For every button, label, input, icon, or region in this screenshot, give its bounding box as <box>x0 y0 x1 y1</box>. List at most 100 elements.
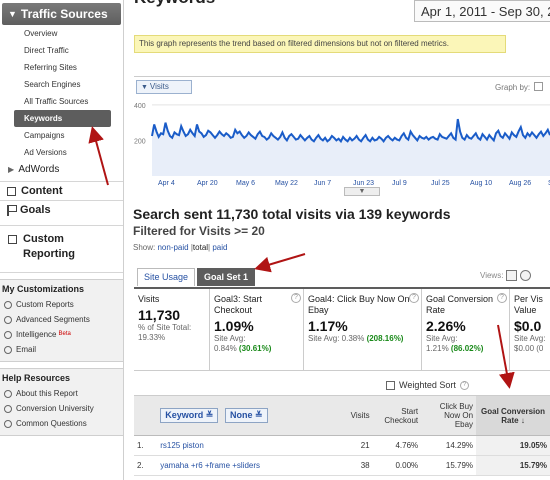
metric-name: Per Vis Value <box>514 294 543 315</box>
date-range-picker[interactable]: Apr 1, 2011 - Sep 30, 2 <box>414 0 550 22</box>
visits-trend-chart: 400 200 Apr 4 Apr 20 May 6 May 22 Jun 7 Jun 23 J… <box>134 103 550 187</box>
help-question-icon[interactable]: ? <box>291 293 301 303</box>
sort-down-icon: ↓ <box>520 415 525 425</box>
metric-sub: % of Site Total: <box>138 323 192 332</box>
metric-per-visit-value[interactable]: Per Vis Value $0.0 Site Avg: $0.00 (0 <box>510 289 550 370</box>
x-tick-label: Sep <box>548 180 550 187</box>
link-conversion-university[interactable]: Conversion University <box>2 401 121 416</box>
show-label: Show: <box>133 243 156 252</box>
show-filter-row: Show: non-paid |total| paid <box>133 243 227 252</box>
link-advanced-segments[interactable]: Advanced Segments <box>2 312 121 327</box>
metric-selector[interactable]: ▼ Visits <box>136 80 192 94</box>
pie-view-icon[interactable] <box>520 270 532 281</box>
intelligence-label: Intelligence <box>16 330 57 339</box>
collapse-triangle-icon: ▼ <box>8 9 17 19</box>
conversion-university-label: Conversion University <box>16 404 94 413</box>
y-tick-label: 200 <box>134 138 146 145</box>
traffic-sources-header[interactable]: ▼ Traffic Sources <box>2 3 121 25</box>
help-question-icon[interactable]: ? <box>409 293 419 303</box>
weighted-sort-label: Weighted Sort <box>399 380 456 390</box>
metric-sub2: 0.84% (30.61%) <box>214 344 300 354</box>
metric-goal4[interactable]: ? Goal4: Click Buy Now On Ebay 1.17% Sit… <box>304 289 422 370</box>
keyword-link[interactable]: yamaha +r6 +frame +sliders <box>160 461 261 470</box>
sidebar-item-keywords[interactable]: Keywords <box>14 110 111 127</box>
content-page-icon <box>7 186 16 196</box>
weighted-sort-checkbox[interactable] <box>386 380 395 390</box>
report-tabs: Site Usage Goal Set 1 <box>137 268 257 286</box>
graph-by-day-icon[interactable] <box>534 82 544 91</box>
my-customizations-title: My Customizations <box>2 284 85 294</box>
site-avg-value: 1.21% <box>426 344 451 353</box>
metric-name: Goal3: Start Checkout <box>214 294 263 315</box>
dimension-selector-none[interactable]: None ≚ <box>224 408 268 423</box>
table-view-icon[interactable] <box>506 270 518 281</box>
visits-cell: 21 <box>328 435 373 456</box>
help-icon <box>4 389 12 398</box>
metric-sub2: $0.00 (0 <box>514 344 544 353</box>
metric-name: Goal4: Click Buy Now On Ebay <box>308 294 410 315</box>
keyword-cell: rs125 piston <box>157 435 329 456</box>
sidebar-item-overview[interactable]: Overview <box>24 29 58 38</box>
metric-sub: Site Avg: <box>514 334 546 343</box>
sidebar-item-campaigns[interactable]: Campaigns <box>24 131 65 140</box>
keyword-link[interactable]: rs125 piston <box>160 441 204 450</box>
adwords-label: AdWords <box>18 164 60 175</box>
metric-value: $0.0 <box>514 318 542 334</box>
metric-sub: Site Avg: <box>214 334 246 343</box>
x-tick-label: Jul 9 <box>392 180 407 187</box>
link-about-report[interactable]: About this Report <box>2 386 121 401</box>
tab-goal-set-1[interactable]: Goal Set 1 <box>197 268 256 286</box>
x-tick-label: Jun 23 <box>353 180 374 187</box>
visits-line <box>151 118 550 144</box>
chevron-down-icon: ▼ <box>141 84 150 91</box>
table-header-row: Keyword ≚ None ≚ Visits Start Checkout C… <box>134 395 550 436</box>
metric-goal-conversion-rate[interactable]: ? Goal Conversion Rate 2.26% Site Avg: 1… <box>422 289 510 370</box>
sidebar: ▼ Traffic Sources Overview Direct Traffi… <box>0 0 124 480</box>
sidebar-item-referring-sites[interactable]: Referring Sites <box>24 63 77 72</box>
col-header-start-checkout[interactable]: Start Checkout <box>372 395 422 436</box>
site-avg-value: Site Avg: 0.38% <box>308 334 367 343</box>
sidebar-section-content[interactable]: Content <box>0 181 123 200</box>
col-header-click-buy-now[interactable]: Click Buy Now On Ebay <box>421 395 477 436</box>
link-custom-reports[interactable]: Custom Reports <box>2 297 121 312</box>
sidebar-section-custom-reporting[interactable]: Custom Reporting <box>0 225 123 273</box>
metric-sub: Site Avg: <box>426 334 458 343</box>
link-email[interactable]: Email <box>2 342 121 357</box>
show-separator-2: | <box>208 243 211 252</box>
metric-goal3[interactable]: ? Goal3: Start Checkout 1.09% Site Avg: … <box>210 289 304 370</box>
show-paid-link[interactable]: paid <box>212 243 228 252</box>
dimension-selector-keyword[interactable]: Keyword ≚ <box>160 408 219 423</box>
sidebar-item-adwords[interactable]: ▶ AdWords <box>0 161 123 179</box>
keyword-cell: yamaha +r6 +frame +sliders <box>157 455 329 476</box>
expand-triangle-icon: ▶ <box>8 165 15 174</box>
click-buy-now-cell: 15.79% <box>421 455 477 476</box>
sidebar-item-direct-traffic[interactable]: Direct Traffic <box>24 46 69 55</box>
sidebar-section-goals[interactable]: Goals <box>0 200 123 219</box>
main-content: Keywords Apr 1, 2011 - Sep 30, 2 This gr… <box>124 0 550 480</box>
sidebar-item-search-engines[interactable]: Search Engines <box>24 80 81 89</box>
help-question-icon[interactable]: ? <box>459 380 469 390</box>
sidebar-item-ad-versions[interactable]: Ad Versions <box>24 148 67 157</box>
metric-selector-label: Visits <box>149 82 169 91</box>
my-customizations-panel: My Customizations Custom Reports Advance… <box>0 279 123 362</box>
col-header-visits[interactable]: Visits <box>328 395 373 436</box>
link-common-questions[interactable]: Common Questions <box>2 416 121 431</box>
show-nonpaid-link[interactable]: non-paid <box>157 243 189 252</box>
x-tick-label: May 22 <box>275 180 298 187</box>
col-header-goal-conversion-rate[interactable]: Goal Conversion Rate ↓ <box>476 395 550 436</box>
metric-value: 1.09% <box>214 318 254 334</box>
page-title: Keywords <box>134 0 215 8</box>
graph-resize-handle[interactable]: ▼ <box>344 187 380 196</box>
beta-badge: Beta <box>58 331 71 337</box>
tab-site-usage[interactable]: Site Usage <box>137 268 196 286</box>
metric-visits[interactable]: Visits 11,730 % of Site Total: 19.33% <box>134 289 210 370</box>
site-avg-value: 0.84% <box>214 344 239 353</box>
intelligence-icon <box>4 330 12 339</box>
x-tick-label: Aug 26 <box>509 180 531 187</box>
start-checkout-cell: 0.00% <box>372 455 422 476</box>
sidebar-item-all-traffic-sources[interactable]: All Traffic Sources <box>24 97 89 106</box>
link-intelligence[interactable]: Intelligence Beta <box>2 327 121 342</box>
help-question-icon[interactable]: ? <box>497 293 507 303</box>
dimension-keyword-label: Keyword <box>165 410 204 420</box>
metric-value: 1.17% <box>308 318 348 334</box>
